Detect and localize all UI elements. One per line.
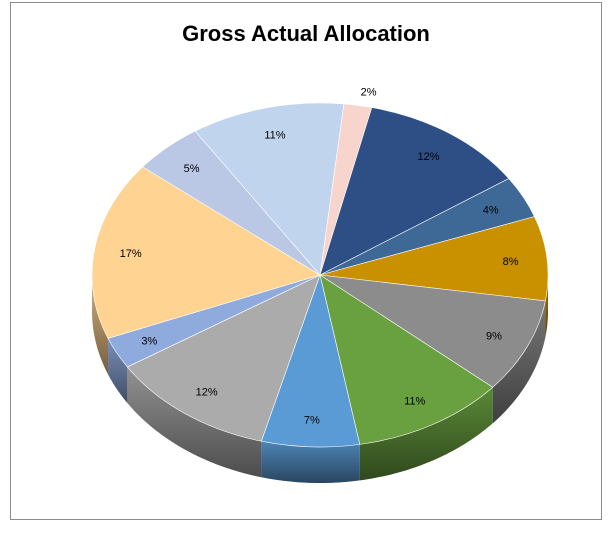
pie-slice-side-shade-9 <box>92 271 109 375</box>
pie-slice-4 <box>319 274 546 388</box>
pie-slice-3 <box>319 216 549 302</box>
pie-slice-label-7: 12% <box>196 386 218 398</box>
pie-slice-side-5 <box>359 387 493 481</box>
pie-side-layer <box>92 271 548 483</box>
pie-slice-7 <box>126 274 321 442</box>
pie-slice-label-9: 17% <box>120 248 142 260</box>
pie-slice-9 <box>91 166 321 339</box>
pie-slice-1 <box>319 107 510 276</box>
chart-frame: Gross Actual Allocation 2% 12% 4% 8% 9% 11% 7%… <box>10 2 602 520</box>
pie-slice-label-6: 7% <box>304 414 320 426</box>
pie-slice-label-3: 8% <box>503 256 519 268</box>
pie-top-layer <box>91 102 549 448</box>
pie-slice-side-shade-7 <box>127 366 262 478</box>
pie-slice-label-8: 3% <box>141 336 157 348</box>
pie-slice-side-8 <box>108 338 128 403</box>
pie-slice-label-1: 12% <box>418 151 440 163</box>
pie-chart: 2% 12% 4% 8% 9% 11% 7% 12% 3% 17% 5% 11% <box>91 87 549 483</box>
pie-slice-side-4 <box>492 300 546 424</box>
pie-slice-side-7 <box>127 366 262 478</box>
chart-title: Gross Actual Allocation <box>182 21 430 46</box>
pie-slice-label-11: 11% <box>264 130 285 142</box>
pie-label-layer: 2% 12% 4% 8% 9% 11% 7% 12% 3% 17% 5% 11% <box>120 87 519 427</box>
pie-slice-11 <box>194 102 345 276</box>
pie-slice-side-shade-4 <box>492 300 546 424</box>
pie-slice-side-shade-6 <box>261 441 360 483</box>
pie-slice-5 <box>319 274 494 445</box>
pie-slice-label-2: 4% <box>483 204 499 216</box>
pie-slice-label-4: 9% <box>486 330 502 342</box>
pie-slice-side-shade-5 <box>359 387 493 481</box>
pie-slice-label-5: 11% <box>404 396 425 408</box>
pie-slice-label-10: 5% <box>184 163 200 175</box>
pie-slice-label-0: 2% <box>361 87 377 99</box>
pie-slice-side-9 <box>92 271 109 375</box>
pie-slice-side-shade-8 <box>108 338 128 403</box>
pie-slice-side-6 <box>261 441 360 483</box>
